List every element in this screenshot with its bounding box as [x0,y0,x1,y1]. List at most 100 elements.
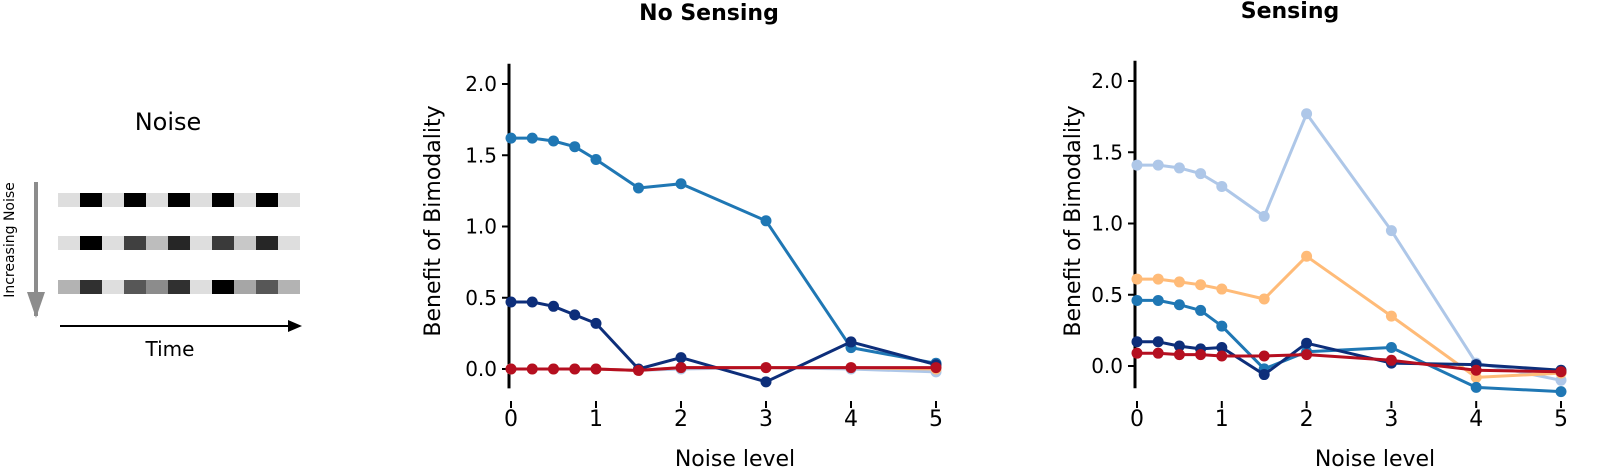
y-axis-label: Benefit of Bimodality [1061,105,1086,336]
x-tick-label: 2 [674,407,688,432]
data-point [1173,299,1185,311]
noise-segment [124,280,146,294]
increasing-noise-arrowhead [27,292,45,318]
schematic-title: Noise [135,108,202,136]
data-point [1470,381,1482,393]
data-point [1195,279,1207,291]
data-point [1301,250,1313,262]
noise-schematic: Noise Increasing Noise Time [2,108,302,361]
data-point [1173,162,1185,174]
data-point [1173,349,1185,361]
series-line [1137,351,1562,374]
series-2 [505,132,942,369]
data-point [675,352,687,364]
noise-segment [80,236,102,250]
data-point [1555,386,1567,398]
data-point [590,317,602,329]
y-tick-label: 0.5 [1091,283,1123,307]
noise-segment [168,280,190,294]
data-point [526,296,538,308]
x-tick-label: 3 [1384,407,1398,432]
data-point [1258,210,1270,222]
noise-segment [102,280,124,294]
data-point [590,154,602,166]
noise-segment [80,280,102,294]
data-point [1258,293,1270,305]
data-point [1258,350,1270,362]
data-point [1385,310,1397,322]
noise-row [58,280,300,294]
chart-no-sensing: No Sensing Benefit of Bimodality Noise l… [421,1,943,471]
x-tick-label: 5 [929,407,943,432]
noise-segment [234,193,256,207]
data-point [1131,294,1143,306]
y-tick-label: 0.0 [1091,354,1123,378]
series-4 [1131,347,1567,378]
data-point [590,363,602,375]
y-tick-label: 1.0 [1091,212,1123,236]
data-point [1131,273,1143,285]
data-point [505,363,517,375]
noise-segment [234,280,256,294]
data-point [930,362,942,374]
data-point [1470,364,1482,376]
data-point [1216,320,1228,332]
data-point [1152,159,1164,171]
noise-row [58,236,300,250]
series-4 [505,362,942,376]
y-tick-label: 2.0 [1091,69,1123,93]
noise-segment [190,193,212,207]
data-point [675,178,687,190]
data-point [1301,108,1313,120]
y-tick-label: 2.0 [465,72,497,96]
noise-segment [102,193,124,207]
time-label: Time [145,337,195,361]
series-line [511,366,936,372]
noise-segment [124,236,146,250]
noise-segment [146,280,168,294]
data-point [760,215,772,227]
data-point [569,309,581,321]
data-point [1258,369,1270,381]
series-1 [1131,250,1567,383]
y-tick-label: 0.5 [465,286,497,310]
data-point [548,135,559,147]
data-point [548,363,559,375]
noise-rows [58,193,300,294]
data-point [505,296,517,308]
y-tick-label: 1.5 [465,143,497,167]
series-line [1137,112,1562,382]
data-point [1131,336,1143,348]
chart-title: No Sensing [639,1,779,26]
series-3 [505,296,942,388]
data-point [760,376,772,388]
data-point [1385,354,1397,366]
x-tick-label: 2 [1300,407,1314,432]
data-point [1195,304,1207,316]
noise-segment [256,193,278,207]
data-point [1131,159,1143,171]
increasing-noise-label: Increasing Noise [2,182,18,298]
series-0 [1131,108,1567,386]
noise-row [58,193,300,207]
data-point [1195,349,1207,361]
data-point [1152,294,1164,306]
data-point [1152,347,1164,359]
data-point [1216,341,1228,353]
noise-segment [58,236,80,250]
noise-segment [80,193,102,207]
data-point [569,141,581,153]
data-point [1173,276,1185,288]
data-point [1216,283,1228,295]
data-point [1385,225,1397,237]
data-point [526,363,538,375]
x-axis-label: Noise level [1315,447,1435,471]
x-tick-label: 4 [844,407,858,432]
y-tick-label: 0.0 [465,357,497,381]
data-point [548,300,559,312]
noise-segment [102,236,124,250]
noise-segment [190,280,212,294]
x-tick-label: 3 [759,407,773,432]
x-tick-label: 1 [1215,407,1229,432]
data-point [1216,180,1228,192]
